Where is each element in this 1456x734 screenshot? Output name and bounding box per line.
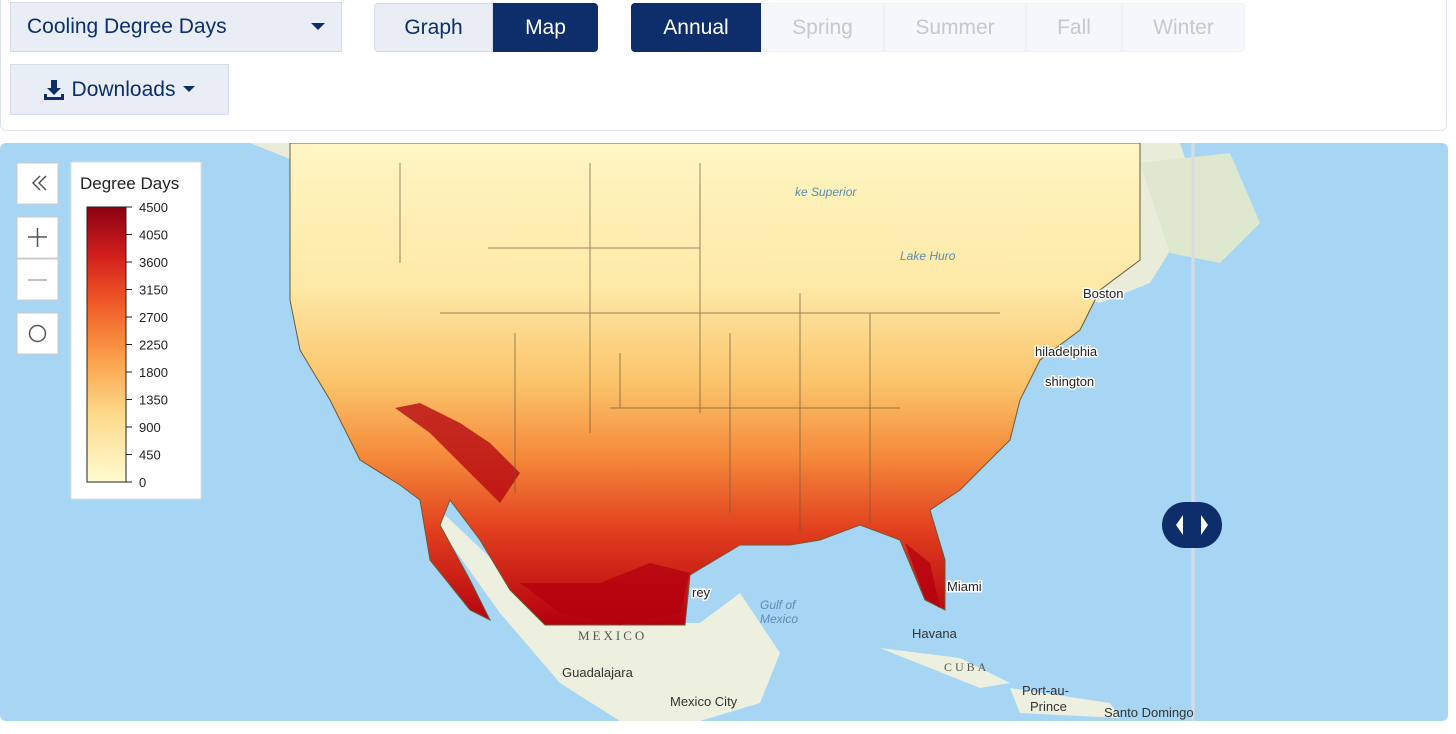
map-label: Mexico City [670, 694, 738, 709]
map-tab[interactable]: Map [493, 3, 598, 52]
map-label: Prince [1030, 699, 1067, 714]
season-tab[interactable]: Summer [884, 3, 1026, 52]
legend-tick-label: 2700 [139, 310, 168, 325]
legend-tick-label: 450 [139, 448, 161, 463]
download-icon [43, 79, 64, 100]
caret [183, 86, 196, 92]
hot-region [395, 403, 940, 625]
land [1140, 153, 1260, 263]
toolbar-card [0, 0, 1447, 131]
map-label: Guadalajara [562, 665, 634, 680]
legend-tick-label: 2250 [139, 338, 168, 353]
map-label: Miami [947, 579, 982, 594]
graph-tab[interactable]: Graph [374, 3, 493, 52]
map-label: Lake Huro [900, 249, 956, 263]
legend-tick-label: 1350 [139, 393, 168, 408]
map-label: rey [692, 585, 711, 600]
collapse-icon [31, 175, 47, 191]
swipe-arrows [1176, 515, 1208, 535]
map[interactable]: ke Superior Lake Huro Boston hiladelphia… [0, 143, 1448, 721]
locate-icon [28, 324, 47, 343]
zoom-in-icon [28, 228, 47, 247]
legend-tick-label: 3600 [139, 255, 168, 270]
season-tab[interactable]: Spring [761, 3, 884, 52]
map-label: Port-au- [1022, 683, 1069, 698]
map-label: shington [1045, 374, 1094, 389]
map-label: CUBA [944, 660, 989, 674]
map-label: Havana [912, 626, 958, 641]
season-tab[interactable]: Fall [1026, 3, 1122, 52]
legend-tick-label: 900 [139, 420, 161, 435]
legend: Degree Days 0 450 900 1350 1800 2250 2700 3150 3… [70, 161, 202, 500]
downloads-button[interactable]: Downloads [10, 64, 229, 115]
mexico-land [400, 473, 780, 721]
zoom-in-button[interactable] [16, 216, 59, 259]
map-label: Boston [1083, 286, 1123, 301]
caret [311, 23, 325, 30]
map-label: Mexico [760, 612, 798, 626]
season-tab[interactable]: Winter [1122, 3, 1245, 52]
colorbar [86, 206, 127, 483]
legend-tick-label: 4050 [139, 228, 168, 243]
map-label: ke Superior [795, 185, 857, 199]
swipe-handle[interactable] [1162, 502, 1222, 548]
map-label: MEXICO [578, 628, 647, 643]
variable-label: Cooling Degree Days [27, 15, 227, 38]
legend-tick-label: 0 [139, 475, 146, 490]
map-label: hiladelphia [1035, 344, 1098, 359]
locate-button[interactable] [16, 312, 59, 355]
caribbean-land [880, 648, 1120, 718]
downloads-label: Downloads [71, 77, 176, 101]
season-tab[interactable]: Annual [631, 3, 761, 52]
legend-tick-label: 3150 [139, 283, 168, 298]
legend-tick-label: 1800 [139, 365, 168, 380]
cooling-degree-days-raster [289, 143, 1141, 626]
state-borders [399, 163, 1000, 533]
map-label: Santo Domingo [1104, 705, 1194, 720]
legend-tick-label: 4500 [139, 200, 168, 215]
variable-dropdown[interactable]: Cooling Degree Days [10, 2, 342, 52]
map-label: Gulf of [760, 598, 797, 612]
legend-title: Degree Days [80, 174, 179, 193]
collapse-button[interactable] [16, 162, 59, 205]
